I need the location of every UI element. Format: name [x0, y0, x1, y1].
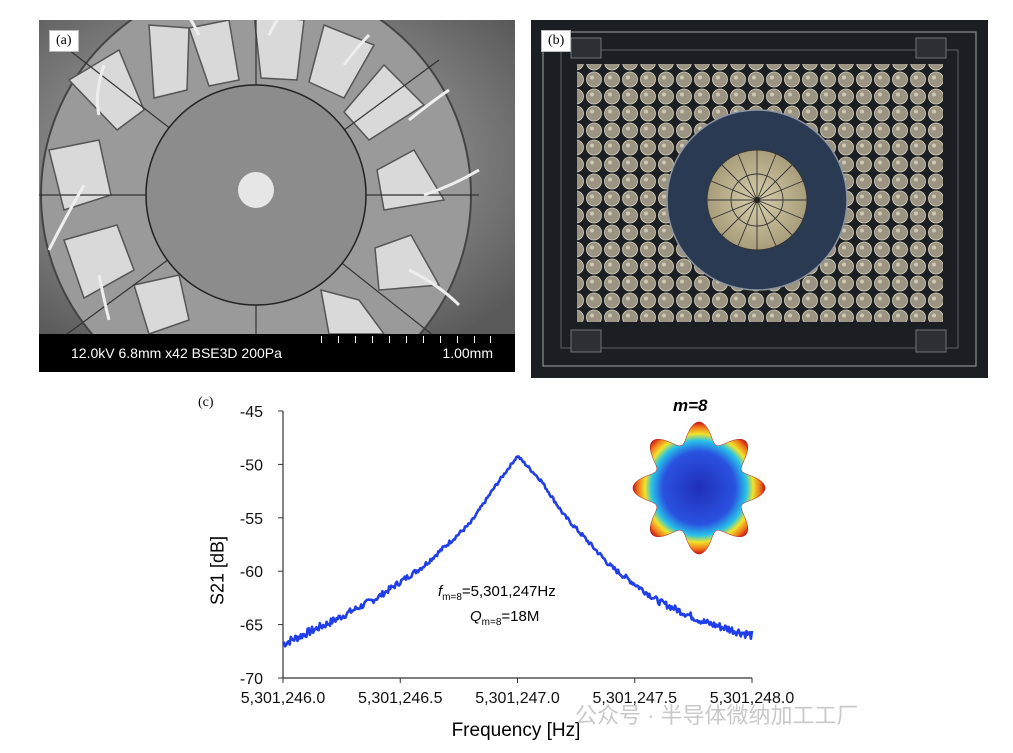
freq-subscript: m=8 [442, 592, 462, 603]
scale-ticks [321, 336, 491, 344]
x-axis-title: Frequency [Hz] [451, 720, 581, 741]
sem-scale-label: 1.00mm [442, 345, 493, 361]
q-value: =18M [501, 608, 540, 625]
sem-wire-bonds [47, 20, 480, 321]
y-tick-label: -65 [240, 618, 263, 635]
sem-parameters: 12.0kV 6.8mm x42 BSE3D 200Pa [71, 345, 282, 361]
mode-shape-inset [632, 421, 766, 555]
sem-electrodes [48, 20, 446, 335]
y-axis-title: S21 [dB] [207, 535, 228, 606]
panel-c-label: (c) [198, 395, 214, 410]
chip-drawing [531, 20, 988, 378]
q-subscript: m=8 [481, 617, 502, 628]
y-tick-label: -45 [240, 404, 263, 421]
sem-resonator-drawing [39, 20, 515, 372]
sem-info-bar: 12.0kV 6.8mm x42 BSE3D 200Pa 1.00mm [39, 334, 515, 372]
x-tick-label: 5,301,246.5 [358, 690, 443, 707]
panel-b-label: (b) [541, 30, 572, 52]
y-tick-label: -50 [240, 457, 263, 474]
x-tick-label: 5,301,247.5 [592, 690, 677, 707]
x-tick-label: 5,301,247.0 [475, 690, 560, 707]
y-tick-label: -55 [240, 511, 263, 528]
quality-factor-annotation: Qm=8=18M [470, 608, 539, 628]
x-tick-label: 5,301,246.0 [241, 690, 326, 707]
freq-symbol: f [438, 583, 443, 600]
series-line [282, 455, 754, 648]
mode-shape-inset-title: m=8 [673, 396, 708, 415]
resonance-frequency-annotation: fm=8=5,301,247Hz [438, 583, 556, 603]
q-symbol: Q [470, 608, 482, 625]
panel-a-label: (a) [49, 30, 79, 52]
panel-a-sem-image: (a) 12.0kV 6.8mm x42 BSE3D 200Pa 1.00mm [39, 20, 515, 372]
freq-value: =5,301,247Hz [461, 583, 556, 600]
x-tick-label: 5,301,248.0 [710, 690, 795, 707]
y-tick-label: -60 [240, 564, 263, 581]
panel-b-optical-image: (b) [531, 20, 988, 378]
watermark: 公众号 · 半导体微纳加工工厂 [575, 703, 859, 728]
y-tick-label: -70 [240, 671, 263, 688]
